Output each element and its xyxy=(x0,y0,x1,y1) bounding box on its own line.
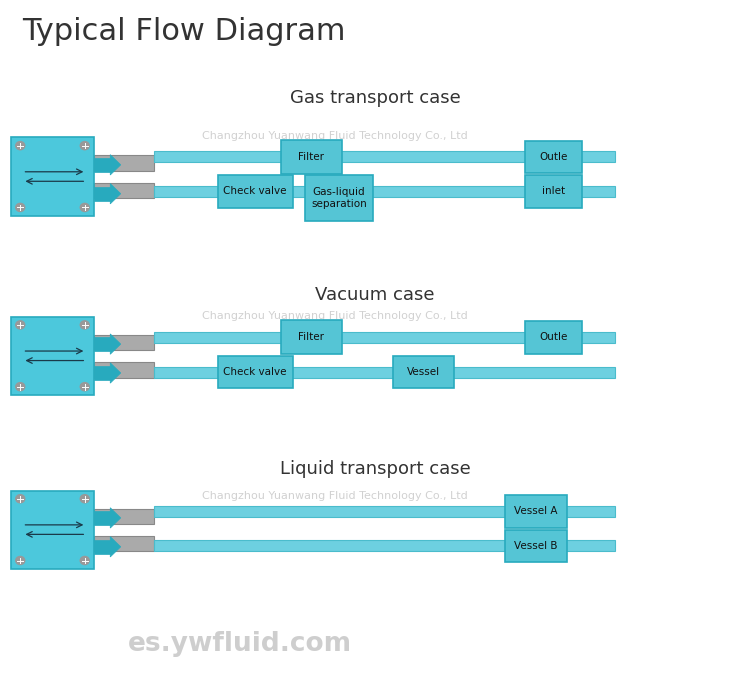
Text: Vessel A: Vessel A xyxy=(514,507,558,516)
FancyBboxPatch shape xyxy=(94,335,154,350)
Circle shape xyxy=(16,557,25,565)
Circle shape xyxy=(80,204,89,212)
Text: inlet: inlet xyxy=(542,187,565,196)
FancyBboxPatch shape xyxy=(94,183,154,198)
Circle shape xyxy=(16,142,25,149)
Circle shape xyxy=(80,494,89,502)
Polygon shape xyxy=(110,334,121,354)
Text: Check valve: Check valve xyxy=(224,187,286,196)
Circle shape xyxy=(16,204,25,212)
FancyBboxPatch shape xyxy=(525,321,582,354)
FancyBboxPatch shape xyxy=(154,540,615,551)
Text: Typical Flow Diagram: Typical Flow Diagram xyxy=(22,17,346,46)
Text: Vacuum case: Vacuum case xyxy=(315,287,435,304)
Text: Outle: Outle xyxy=(539,152,568,162)
FancyBboxPatch shape xyxy=(154,367,615,378)
FancyBboxPatch shape xyxy=(525,141,582,173)
Text: Liquid transport case: Liquid transport case xyxy=(280,460,470,477)
FancyBboxPatch shape xyxy=(506,495,567,528)
FancyBboxPatch shape xyxy=(217,175,292,208)
Text: Changzhou Yuanwang Fluid Technology Co., Ltd: Changzhou Yuanwang Fluid Technology Co.,… xyxy=(202,491,468,500)
FancyBboxPatch shape xyxy=(94,511,110,525)
Polygon shape xyxy=(110,363,121,383)
FancyBboxPatch shape xyxy=(94,155,154,171)
Circle shape xyxy=(80,382,89,391)
Polygon shape xyxy=(110,183,121,204)
Polygon shape xyxy=(110,508,121,528)
Text: Filter: Filter xyxy=(298,152,324,162)
FancyBboxPatch shape xyxy=(154,186,615,197)
Text: Check valve: Check valve xyxy=(224,367,286,377)
Text: Outle: Outle xyxy=(539,333,568,342)
FancyBboxPatch shape xyxy=(217,356,292,388)
Text: Vessel B: Vessel B xyxy=(514,541,558,551)
Polygon shape xyxy=(110,155,121,175)
Text: Gas transport case: Gas transport case xyxy=(290,90,460,107)
FancyBboxPatch shape xyxy=(154,151,615,162)
Text: Filter: Filter xyxy=(298,333,324,342)
Circle shape xyxy=(16,321,25,329)
FancyBboxPatch shape xyxy=(506,530,567,562)
FancyBboxPatch shape xyxy=(94,187,110,200)
FancyBboxPatch shape xyxy=(154,506,615,517)
FancyBboxPatch shape xyxy=(94,337,110,351)
Text: Vessel: Vessel xyxy=(407,367,440,377)
FancyBboxPatch shape xyxy=(305,175,373,221)
FancyBboxPatch shape xyxy=(393,356,454,388)
FancyBboxPatch shape xyxy=(94,366,110,380)
Text: Gas-liquid
separation: Gas-liquid separation xyxy=(311,187,367,209)
FancyBboxPatch shape xyxy=(154,332,615,343)
Circle shape xyxy=(16,382,25,391)
Text: Changzhou Yuanwang Fluid Technology Co., Ltd: Changzhou Yuanwang Fluid Technology Co.,… xyxy=(202,131,468,141)
FancyBboxPatch shape xyxy=(280,140,342,174)
FancyBboxPatch shape xyxy=(94,158,110,172)
FancyBboxPatch shape xyxy=(94,540,110,553)
Text: Changzhou Yuanwang Fluid Technology Co., Ltd: Changzhou Yuanwang Fluid Technology Co.,… xyxy=(202,311,468,320)
Text: es.ywfluid.com: es.ywfluid.com xyxy=(128,631,352,657)
FancyBboxPatch shape xyxy=(94,362,154,378)
Circle shape xyxy=(80,557,89,565)
FancyBboxPatch shape xyxy=(94,536,154,551)
Circle shape xyxy=(80,142,89,149)
Polygon shape xyxy=(110,536,121,557)
FancyBboxPatch shape xyxy=(11,138,94,216)
FancyBboxPatch shape xyxy=(525,175,582,208)
FancyBboxPatch shape xyxy=(280,320,342,354)
FancyBboxPatch shape xyxy=(11,490,94,569)
Circle shape xyxy=(80,321,89,329)
Circle shape xyxy=(16,494,25,502)
FancyBboxPatch shape xyxy=(11,316,94,395)
FancyBboxPatch shape xyxy=(94,509,154,524)
